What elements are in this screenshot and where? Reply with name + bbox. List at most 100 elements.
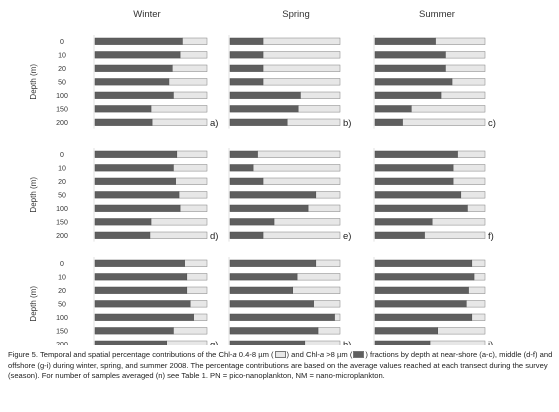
- bar-small-fraction-i-100: [471, 313, 486, 321]
- panel-label-a: a): [210, 118, 218, 129]
- bar-large-fraction-h-100: [229, 313, 335, 321]
- bar-large-fraction-c-20: [374, 64, 446, 72]
- bar-large-fraction-b-10: [229, 51, 264, 59]
- bar-large-fraction-e-20: [229, 177, 264, 185]
- bar-large-fraction-i-0: [374, 259, 473, 267]
- bar-large-fraction-d-100: [94, 204, 181, 212]
- caption-part-2: 0.4-8 µm (: [236, 350, 274, 359]
- bar-small-fraction-a-50: [168, 78, 208, 86]
- bar-small-fraction-e-20: [262, 177, 341, 185]
- bar-large-fraction-i-150: [374, 327, 438, 335]
- bar-small-fraction-b-20: [262, 64, 341, 72]
- bar-large-fraction-a-50: [94, 78, 170, 86]
- bar-small-fraction-g-10: [186, 273, 208, 281]
- bar-small-fraction-i-150: [437, 327, 486, 335]
- bar-large-fraction-f-10: [374, 164, 454, 172]
- bar-large-fraction-e-200: [229, 231, 264, 239]
- bar-small-fraction-i-50: [466, 300, 486, 308]
- bar-small-fraction-c-20: [445, 64, 486, 72]
- bar-large-fraction-i-100: [374, 313, 473, 321]
- caption-part-4: >8 µm (: [324, 350, 353, 359]
- bar-small-fraction-d-100: [179, 204, 208, 212]
- depth-tick-label: 100: [56, 315, 68, 322]
- bar-large-fraction-g-20: [94, 286, 188, 294]
- figure-caption: Figure 5. Temporal and spatial percentag…: [8, 350, 554, 382]
- bar-small-fraction-e-0: [257, 150, 341, 158]
- bar-large-fraction-i-10: [374, 273, 475, 281]
- bar-large-fraction-g-0: [94, 259, 185, 267]
- bar-small-fraction-a-10: [179, 51, 208, 59]
- bar-small-fraction-a-100: [173, 91, 208, 99]
- bar-small-fraction-a-0: [182, 37, 208, 45]
- legend-swatch-large-fraction: [353, 350, 365, 358]
- depth-tick-label: 10: [58, 274, 66, 281]
- bar-large-fraction-d-20: [94, 177, 176, 185]
- bar-small-fraction-b-50: [262, 78, 341, 86]
- bar-large-fraction-f-50: [374, 191, 462, 199]
- bar-large-fraction-c-0: [374, 37, 436, 45]
- panel-label-g: g): [210, 340, 218, 345]
- bar-small-fraction-b-150: [297, 105, 341, 113]
- bar-large-fraction-a-150: [94, 105, 152, 113]
- bar-large-fraction-h-200: [229, 340, 306, 345]
- bar-small-fraction-d-200: [149, 231, 208, 239]
- bar-large-fraction-g-150: [94, 327, 174, 335]
- bar-small-fraction-g-20: [186, 286, 208, 294]
- bar-small-fraction-g-0: [184, 259, 208, 267]
- bar-small-fraction-d-150: [150, 218, 208, 226]
- bar-large-fraction-c-150: [374, 105, 412, 113]
- bar-small-fraction-b-200: [286, 118, 341, 126]
- bar-small-fraction-b-10: [262, 51, 341, 59]
- bar-small-fraction-f-200: [424, 231, 486, 239]
- bar-large-fraction-g-10: [94, 273, 188, 281]
- bar-large-fraction-e-100: [229, 204, 309, 212]
- panel-label-d: d): [210, 231, 218, 242]
- bar-small-fraction-a-200: [151, 118, 208, 126]
- bar-small-fraction-a-150: [150, 105, 208, 113]
- bar-large-fraction-a-10: [94, 51, 181, 59]
- bar-large-fraction-f-200: [374, 231, 425, 239]
- column-header-spring: Spring: [282, 9, 309, 20]
- bar-large-fraction-i-50: [374, 300, 467, 308]
- bar-small-fraction-h-100: [334, 313, 341, 321]
- bar-small-fraction-g-200: [166, 340, 208, 345]
- bar-small-fraction-c-50: [451, 78, 486, 86]
- bar-small-fraction-c-100: [440, 91, 486, 99]
- bar-small-fraction-h-50: [313, 300, 341, 308]
- panel-label-e: e): [343, 231, 351, 242]
- bar-small-fraction-g-150: [173, 327, 208, 335]
- bar-small-fraction-h-0: [315, 259, 341, 267]
- caption-italic-a-1: a: [232, 350, 237, 359]
- bar-small-fraction-b-0: [262, 37, 341, 45]
- figure-panels: Winter Spring Summer0102050100150200Depth …: [29, 9, 496, 345]
- bar-small-fraction-c-10: [445, 51, 486, 59]
- bar-small-fraction-e-100: [307, 204, 341, 212]
- bar-large-fraction-d-200: [94, 231, 151, 239]
- bar-small-fraction-f-20: [452, 177, 486, 185]
- depth-tick-label: 50: [58, 301, 66, 308]
- bar-small-fraction-i-200: [429, 340, 486, 345]
- panel-label-h: h): [343, 340, 351, 345]
- depth-tick-label: 10: [58, 165, 66, 172]
- bar-small-fraction-b-100: [300, 91, 341, 99]
- bar-large-fraction-h-50: [229, 300, 314, 308]
- y-axis-title: Depth (m): [29, 286, 38, 322]
- caption-part-1: Figure 5. Temporal and spatial percentag…: [8, 350, 233, 359]
- bar-small-fraction-g-50: [189, 300, 208, 308]
- bar-small-fraction-a-20: [172, 64, 208, 72]
- bar-small-fraction-h-200: [304, 340, 341, 345]
- bar-small-fraction-f-10: [452, 164, 486, 172]
- panel-label-c: c): [488, 118, 496, 129]
- bar-large-fraction-d-150: [94, 218, 152, 226]
- panel-label-f: f): [488, 231, 494, 242]
- bar-large-fraction-b-200: [229, 118, 288, 126]
- bar-small-fraction-d-10: [173, 164, 208, 172]
- bar-large-fraction-d-10: [94, 164, 174, 172]
- bar-large-fraction-e-10: [229, 164, 254, 172]
- depth-tick-label: 100: [56, 93, 68, 100]
- bar-small-fraction-e-200: [262, 231, 341, 239]
- depth-tick-label: 20: [58, 179, 66, 186]
- y-axis-title: Depth (m): [29, 177, 38, 213]
- bar-large-fraction-i-200: [374, 340, 431, 345]
- bar-large-fraction-a-20: [94, 64, 173, 72]
